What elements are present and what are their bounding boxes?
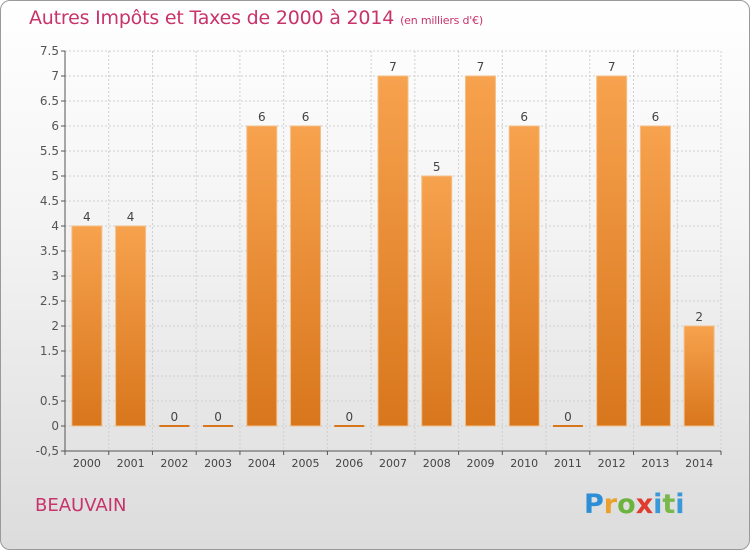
data-label: 7 [389, 60, 397, 74]
chart-title-text: Autres Impôts et Taxes de 2000 à 2014 [29, 7, 395, 29]
bar [377, 75, 409, 427]
bar [683, 325, 715, 427]
x-tick-label: 2002 [160, 457, 188, 470]
data-label: 4 [127, 210, 135, 224]
y-tick-label: -0,5 [36, 444, 59, 458]
bar [596, 75, 628, 427]
x-tick-labels: 2000 2001 2002 2003 2004 2005 2006 2007 2008 2009… [73, 457, 713, 470]
y-tick-label: 2 [51, 319, 59, 333]
bars [71, 75, 715, 427]
bar [464, 75, 496, 427]
data-label: 6 [520, 110, 528, 124]
x-tick-label: 2001 [117, 457, 145, 470]
y-tick-label: 1.5 [40, 344, 59, 358]
chart-unit: (en milliers d'€) [400, 14, 483, 27]
x-tick-label: 2008 [423, 457, 451, 470]
x-tick-label: 2007 [379, 457, 407, 470]
bar [159, 425, 190, 427]
data-label: 0 [345, 410, 353, 424]
bar [639, 125, 671, 427]
bar [71, 225, 103, 427]
y-tick-label: 0 [51, 419, 59, 433]
y-tick-label: 7.5 [40, 44, 59, 58]
x-tick-label: 2014 [685, 457, 713, 470]
chart-title: Autres Impôts et Taxes de 2000 à 2014 (en… [29, 7, 483, 29]
x-tick-label: 2013 [641, 457, 669, 470]
data-label: 7 [608, 60, 616, 74]
y-tick-label: 4 [51, 219, 59, 233]
x-tick-label: 2012 [598, 457, 626, 470]
y-tick-label: 3.5 [40, 244, 59, 258]
data-label: 6 [302, 110, 310, 124]
axes [61, 50, 722, 455]
data-label: 4 [83, 210, 91, 224]
x-tick-label: 2003 [204, 457, 232, 470]
y-tick-label: 6.5 [40, 94, 59, 108]
x-tick-label: 2004 [248, 457, 276, 470]
bar [203, 425, 234, 427]
x-tick-label: 2011 [554, 457, 582, 470]
bar [115, 225, 147, 427]
data-label: 0 [564, 410, 572, 424]
y-tick-label: 0.5 [40, 394, 59, 408]
y-tick-label: 6 [51, 119, 59, 133]
data-label: 0 [214, 410, 222, 424]
data-label: 2 [695, 310, 703, 324]
bar [421, 175, 453, 427]
bar [552, 425, 583, 427]
y-tick-label: 2.5 [40, 294, 59, 308]
y-tick-label: 4.5 [40, 194, 59, 208]
y-tick-label: 3 [51, 269, 59, 283]
y-tick-labels: -0,5 0 0.5 1.5 2 2.5 3 3.5 4 4.5 5 5.5 6 6.5 7 7.5 [36, 44, 59, 458]
data-labels: 4 4 0 0 6 6 0 7 5 7 6 0 7 6 2 [83, 60, 703, 424]
x-tick-label: 2010 [510, 457, 538, 470]
bar [246, 125, 278, 427]
x-tick-label: 2005 [292, 457, 320, 470]
x-tick-label: 2006 [335, 457, 363, 470]
data-label: 6 [258, 110, 266, 124]
bar [334, 425, 365, 427]
bar [508, 125, 540, 427]
data-label: 7 [477, 60, 485, 74]
commune-name: BEAUVAIN [35, 495, 127, 516]
y-tick-label: 5.5 [40, 144, 59, 158]
proxiti-logo[interactable]: Proxiti [584, 489, 685, 520]
x-tick-label: 2000 [73, 457, 101, 470]
data-label: 6 [652, 110, 660, 124]
x-tick-label: 2009 [466, 457, 494, 470]
y-tick-label: 5 [51, 169, 59, 183]
data-label: 0 [171, 410, 179, 424]
data-label: 5 [433, 160, 441, 174]
y-tick-label: 7 [51, 69, 59, 83]
bar [290, 125, 322, 427]
